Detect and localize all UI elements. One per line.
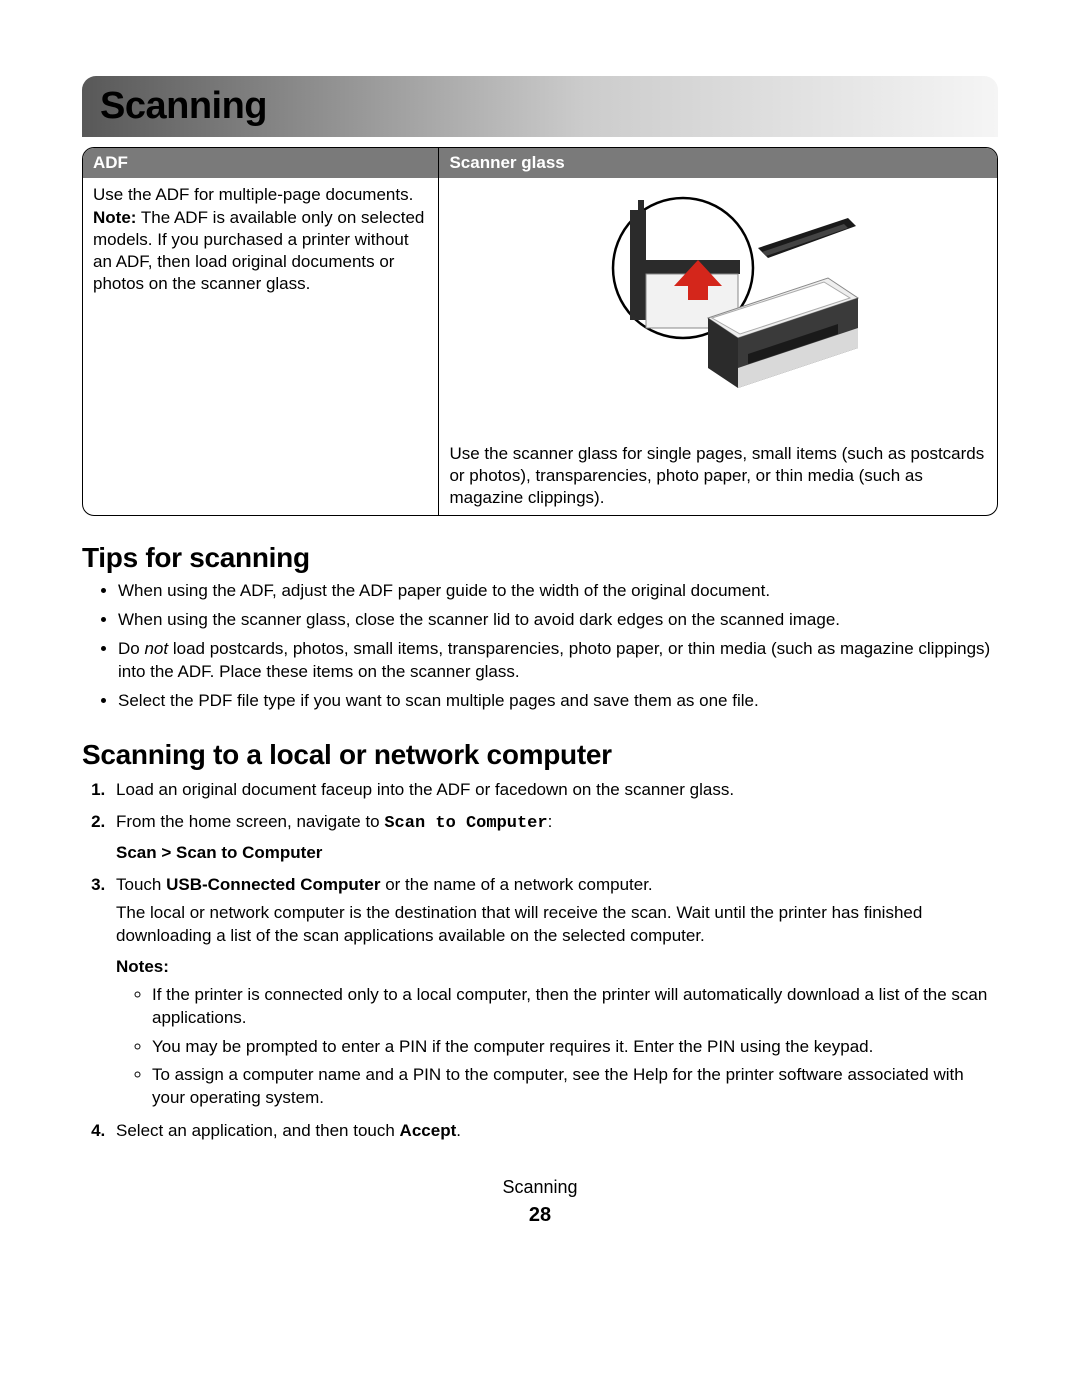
tip3-suffix: load postcards, photos, small items, tra…	[118, 639, 990, 681]
list-item: You may be prompted to enter a PIN if th…	[152, 1036, 998, 1059]
printer-icon	[568, 188, 868, 428]
path-sep: >	[157, 843, 176, 862]
tip3-em: not	[144, 639, 168, 658]
step2-path: Scan > Scan to Computer	[116, 842, 998, 864]
adf-cell: Use the ADF for multiple-page documents.…	[83, 178, 439, 514]
tip3-prefix: Do	[118, 639, 144, 658]
step2-pre: From the home screen, navigate to	[116, 812, 384, 831]
document-page: Scanning ADF Scanner glass Use the ADF f…	[0, 0, 1080, 1268]
steps-list: Load an original document faceup into th…	[82, 779, 998, 1142]
adf-note-text: The ADF is available only on selected mo…	[93, 208, 424, 293]
list-item: When using the scanner glass, close the …	[118, 609, 998, 632]
scan-to-heading: Scanning to a local or network computer	[82, 737, 998, 773]
footer-section: Scanning	[82, 1176, 998, 1199]
glass-cell: Use the scanner glass for single pages, …	[439, 178, 997, 514]
notes-label: Notes:	[116, 956, 998, 978]
step4-post: .	[456, 1121, 461, 1140]
table-header-adf: ADF	[83, 148, 439, 178]
step2-mono: Scan to Computer	[384, 814, 547, 833]
adf-line1: Use the ADF for multiple-page documents.	[93, 184, 428, 206]
step3-post: or the name of a network computer.	[381, 875, 653, 894]
step2-colon: :	[548, 812, 553, 831]
step-4: Select an application, and then touch Ac…	[110, 1120, 998, 1142]
step-1: Load an original document faceup into th…	[110, 779, 998, 801]
chapter-heading-bar: Scanning	[82, 76, 998, 137]
page-footer: Scanning 28	[82, 1176, 998, 1227]
list-item: Do not load postcards, photos, small ite…	[118, 638, 998, 684]
adf-note: Note: The ADF is available only on selec…	[93, 207, 428, 295]
step3-para: The local or network computer is the des…	[116, 902, 998, 948]
scan-method-table: ADF Scanner glass Use the ADF for multip…	[82, 147, 998, 515]
chapter-title: Scanning	[100, 85, 267, 127]
step4-pre: Select an application, and then touch	[116, 1121, 400, 1140]
notes-list: If the printer is connected only to a lo…	[116, 984, 998, 1111]
tips-list: When using the ADF, adjust the ADF paper…	[82, 580, 998, 713]
table-row: Use the ADF for multiple-page documents.…	[83, 178, 997, 514]
list-item: If the printer is connected only to a lo…	[152, 984, 998, 1030]
page-number: 28	[82, 1202, 998, 1228]
list-item: When using the ADF, adjust the ADF paper…	[118, 580, 998, 603]
tips-heading: Tips for scanning	[82, 540, 998, 576]
step-2: From the home screen, navigate to Scan t…	[110, 811, 998, 863]
step4-bold: Accept	[400, 1121, 457, 1140]
glass-caption: Use the scanner glass for single pages, …	[449, 443, 987, 509]
list-item: To assign a computer name and a PIN to t…	[152, 1064, 998, 1110]
path-target: Scan to Computer	[176, 843, 322, 862]
printer-illustration	[449, 184, 987, 442]
list-item: Select the PDF file type if you want to …	[118, 690, 998, 713]
step3-pre: Touch	[116, 875, 166, 894]
step3-bold: USB-Connected Computer	[166, 875, 380, 894]
step-3: Touch USB-Connected Computer or the name…	[110, 874, 998, 1111]
path-scan: Scan	[116, 843, 157, 862]
table-header-glass: Scanner glass	[439, 148, 997, 178]
adf-note-label: Note	[93, 208, 131, 227]
